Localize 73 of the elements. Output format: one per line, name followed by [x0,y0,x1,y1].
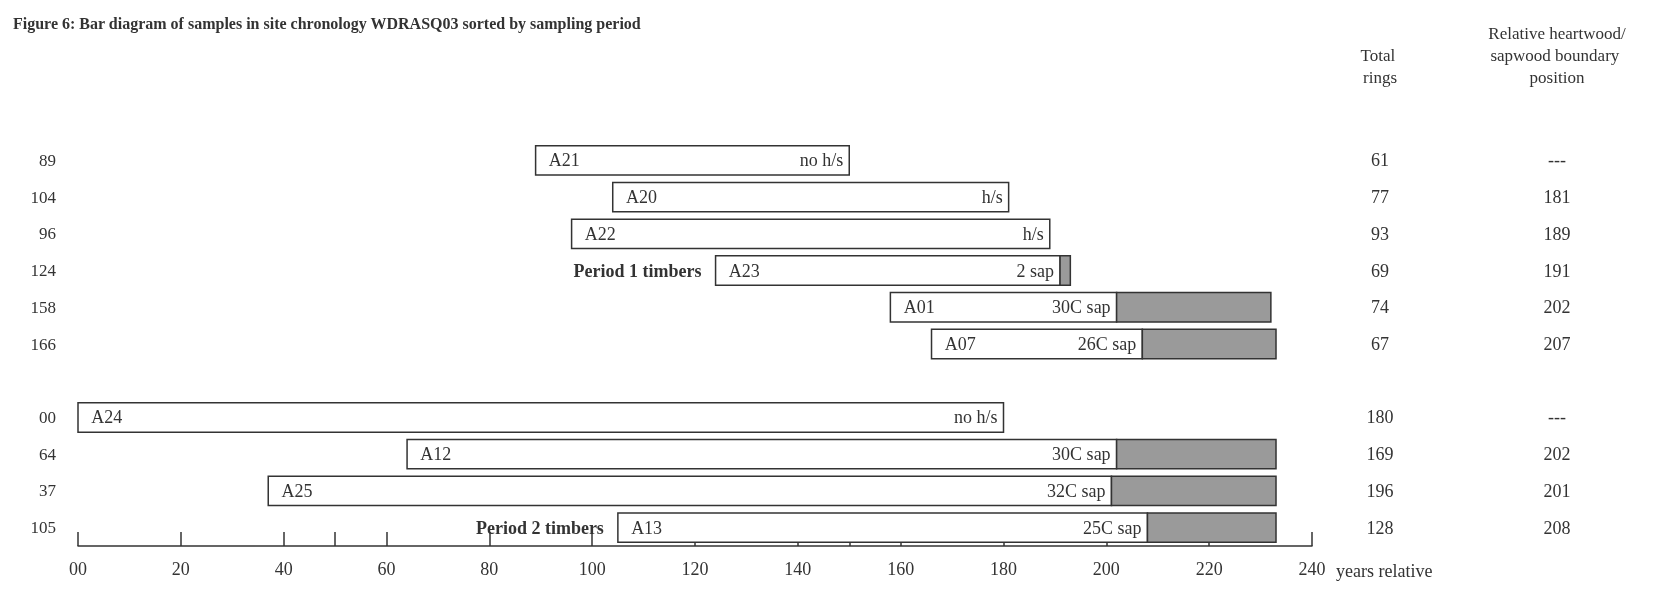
annotation: h/s [1022,223,1044,244]
y-tick-label: 124 [30,261,57,281]
x-tick-label: 80 [480,559,499,579]
x-tick-label: 180 [990,559,1017,579]
data-label: A22 [584,223,616,244]
text: 202 [1543,297,1571,318]
bar [534,144,850,176]
y-tick-label: 105 [30,518,56,538]
data-label: A13 [631,517,663,538]
text: 180 [1366,407,1394,428]
text: 128 [1366,517,1394,538]
text: 208 [1543,517,1571,538]
annotation: 26C sap [1077,334,1137,354]
x-tick-label: 60 [377,559,396,579]
y-tick-label: 89 [39,150,56,170]
x-tick-label: 20 [171,559,190,579]
text: 61 [1371,150,1389,171]
bar [611,181,1010,213]
text: Total rings [1360,45,1400,87]
data-label: A01 [903,297,935,318]
annotation: 32C sap [1046,480,1106,501]
y-tick-label: 37 [39,481,57,501]
y-tick-label: 166 [30,334,56,354]
x-tick-label: 40 [274,559,293,579]
x-tick-label: 160 [887,559,915,579]
annotation: 30C sap [1052,444,1111,465]
annotation: 25C sap [1082,517,1142,538]
data-label: A24 [91,407,123,428]
text: 181 [1543,187,1571,208]
y-tick-label: 96 [39,224,56,244]
text: 189 [1543,223,1571,244]
data-label: A25 [281,480,313,501]
y-tick-label: 104 [30,187,57,207]
x-tick-label: 00 [69,559,87,579]
data-label: A12 [420,444,452,465]
text: --- [1548,407,1566,428]
text: 191 [1543,260,1571,281]
data-label: A21 [548,150,580,171]
bar [77,402,1005,433]
chart-title: Figure 6: Bar diagram of samples in site chronology WDRASQ03 sorted by sampling period [13,14,641,33]
x-axis-title: years relative [1336,561,1433,581]
data-label: A20 [625,187,657,208]
text: 169 [1366,444,1394,465]
annotation: 30C sap [1052,297,1111,318]
x-tick-label: 100 [578,559,606,579]
text: 77 [1371,187,1389,208]
y-tick-label: 64 [39,444,57,464]
text: 69 [1371,260,1389,281]
text: 207 [1543,334,1571,354]
x-tick-label: 140 [784,559,812,579]
text: 201 [1543,480,1571,501]
x-tick-label: 200 [1092,559,1120,579]
x-tick-label: 240 [1298,559,1326,579]
x-tick-label: 220 [1195,559,1223,579]
data-label: A23 [728,260,760,281]
text: 74 [1371,297,1389,318]
text: 196 [1366,480,1394,501]
text: 93 [1371,223,1389,244]
annotation: Period 1 timbers [573,260,702,281]
y-tick-label: 158 [30,297,56,317]
annotation: Period 2 timbers [475,517,604,538]
x-tick-label: 120 [681,559,709,579]
bar [570,218,1051,250]
annotation: no h/s [953,407,998,428]
annotation: no h/s [799,150,844,171]
data-label: A07 [944,334,976,354]
annotation: 2 sap [1016,260,1055,281]
text: 67 [1371,334,1389,354]
y-tick-label: 00 [39,407,56,427]
text: Relative heartwood/sapwood boundary position [1488,23,1626,87]
text: 202 [1543,444,1571,465]
text: --- [1548,150,1566,171]
annotation: h/s [981,187,1003,208]
